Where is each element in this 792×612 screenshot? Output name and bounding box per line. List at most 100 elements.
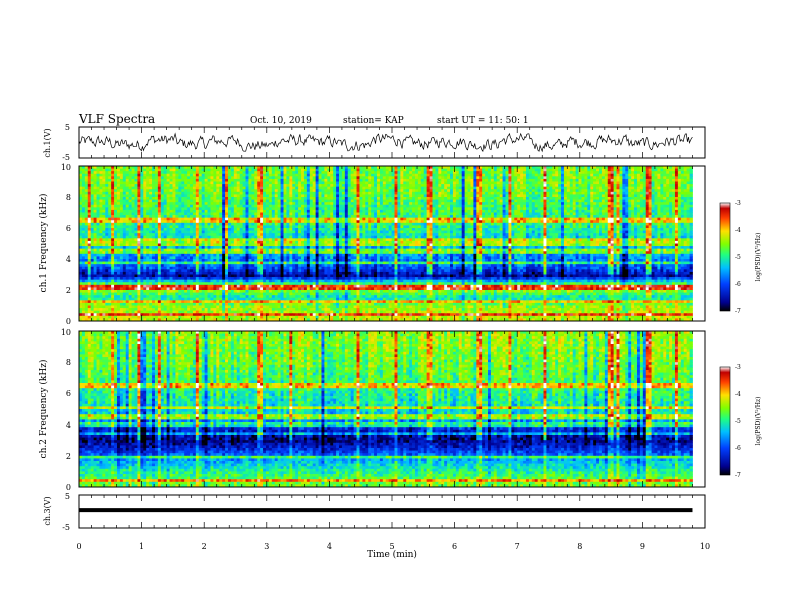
spectrogram-cell [552,182,555,185]
spectrogram-cell [339,192,342,195]
spectrogram-cell [392,207,395,210]
spectrogram-cell [213,213,216,216]
spectrogram-cell [465,213,468,216]
spectrogram-cell [383,205,386,208]
spectrogram-cell [453,174,456,177]
spectrogram-cell [97,174,100,177]
spectrogram-cell [102,215,105,218]
spectrogram-cell [219,210,222,213]
spectrogram-cell [663,194,666,197]
spectrogram-cell [91,197,94,200]
spectrogram-cell [286,202,289,205]
spectrogram-cell [427,197,430,200]
spectrogram-cell [120,189,123,192]
spectrogram-cell [108,220,111,223]
spectrogram-cell [476,169,479,172]
spectrogram-cell [178,176,181,179]
spectrogram-cell [403,200,406,203]
spectrogram-cell [491,182,494,185]
spectrogram-cell [286,223,289,226]
spectrogram-cell [111,210,114,213]
spectrogram-cell [222,182,225,185]
spectrogram-cell [172,220,175,223]
spectrogram-cell [307,194,310,197]
spectrogram-cell [196,215,199,218]
spectrogram-cell [432,171,435,174]
spectrogram-cell [424,169,427,172]
spectrogram-cell [316,210,319,213]
spectrogram-cell [371,174,374,177]
spectrogram-cell [675,200,678,203]
spectrogram-cell [181,225,184,228]
spectrogram-cell [117,174,120,177]
spectrogram-cell [114,205,117,208]
spectrogram-cell [470,200,473,203]
spectrogram-cell [178,179,181,182]
spectrogram-cell [137,207,140,210]
spectrogram-cell [395,194,398,197]
spectrogram-cell [681,207,684,210]
spectrogram-cell [257,169,260,172]
spectrogram-cell [678,223,681,226]
spectrogram-cell [383,218,386,221]
spectrogram-cell [602,202,605,205]
spectrogram-cell [149,223,152,226]
spectrogram-cell [222,197,225,200]
spectrogram-cell [292,213,295,216]
spectrogram-cell [579,171,582,174]
spectrogram-cell [573,215,576,218]
spectrogram-cell [129,187,132,190]
spectrogram-cell [622,215,625,218]
spectrogram-cell [517,182,520,185]
spectrogram-cell [529,182,532,185]
spectrogram-cell [202,174,205,177]
spectrogram-cell [117,189,120,192]
spectrogram-cell [473,197,476,200]
spectrogram-cell [202,179,205,182]
spectrogram-cell [143,194,146,197]
spectrogram-cell [409,171,412,174]
spectrogram-cell [283,223,286,226]
spectrogram-cell [266,218,269,221]
spectrogram-cell [450,192,453,195]
spectrogram-cell [371,189,374,192]
spectrogram-cell [655,189,658,192]
spectrogram-cell [237,194,240,197]
spectrogram-cell [362,182,365,185]
spectrogram-cell [643,171,646,174]
spectrogram-cell [611,205,614,208]
spectrogram-cell [108,213,111,216]
spectrogram-cell [243,182,246,185]
spectrogram-cell [546,215,549,218]
spectrogram-cell [260,176,263,179]
spectrogram-cell [307,189,310,192]
spectrogram-cell [181,179,184,182]
spectrogram-cell [655,207,658,210]
spectrogram-cell [231,176,234,179]
spectrogram-cell [529,205,532,208]
spectrogram-cell [380,179,383,182]
spectrogram-cell [546,202,549,205]
spectrogram-cell [652,223,655,226]
spectrogram-cell [161,189,164,192]
spectrogram-cell [672,197,675,200]
spectrogram-cell [377,171,380,174]
spectrogram-cell [687,184,690,187]
spectrogram-cell [251,184,254,187]
spectrogram-cell [339,218,342,221]
spectrogram-cell [430,179,433,182]
spectrogram-cell [535,207,538,210]
spectrogram-cell [444,200,447,203]
spectrogram-cell [304,207,307,210]
spectrogram-cell [371,215,374,218]
spectrogram-cell [400,223,403,226]
spectrogram-cell [137,176,140,179]
spectrogram-cell [172,189,175,192]
spectrogram-cell [205,202,208,205]
spectrogram-cell [108,184,111,187]
spectrogram-cell [482,205,485,208]
spectrogram-cell [257,176,260,179]
spectrogram-cell [646,207,649,210]
spectrogram-cell [532,207,535,210]
spectrogram-cell [365,218,368,221]
